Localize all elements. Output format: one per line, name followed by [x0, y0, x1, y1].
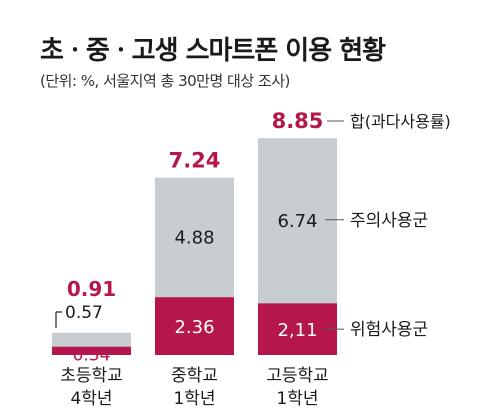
category-label-1: 중학교: [171, 366, 218, 386]
chart-subtitle: (단위: %, 서울지역 총 30만명 대상 조사): [40, 72, 290, 90]
bar-risk-0: [52, 346, 131, 355]
label-caution-2: 6.74: [277, 211, 317, 232]
category-sublabel-2: 1학년: [276, 389, 318, 409]
legend-risk: 위험사용군: [350, 320, 428, 340]
bar-caution-0: [52, 332, 131, 347]
category-label-0: 초등학교: [60, 366, 123, 386]
category-label-2: 고등학교: [266, 366, 329, 386]
label-risk-0: 0.34: [73, 346, 111, 366]
label-total-1: 7.24: [169, 149, 221, 173]
category-sublabel-1: 1학년: [173, 389, 215, 409]
category-sublabel-0: 4학년: [70, 389, 112, 409]
legend-caution: 주의사용군: [350, 211, 428, 231]
chart-title: 초ㆍ중ㆍ고생 스마트폰 이용 현황: [40, 36, 386, 66]
bar-caution-1: [155, 177, 234, 298]
legend-total: 합(과다사용률): [350, 112, 451, 131]
bar-risk-1: [155, 297, 234, 355]
label-total-2: 8.85: [272, 109, 324, 133]
bar-caution-2: [258, 138, 337, 304]
bar-risk-2: [258, 303, 337, 355]
label-caution-1: 4.88: [174, 227, 214, 248]
label-caution-0: 0.57: [65, 303, 103, 323]
label-risk-2: 2,11: [277, 320, 317, 341]
label-risk-1: 2.36: [174, 317, 214, 338]
label-total-0: 0.91: [67, 277, 116, 301]
